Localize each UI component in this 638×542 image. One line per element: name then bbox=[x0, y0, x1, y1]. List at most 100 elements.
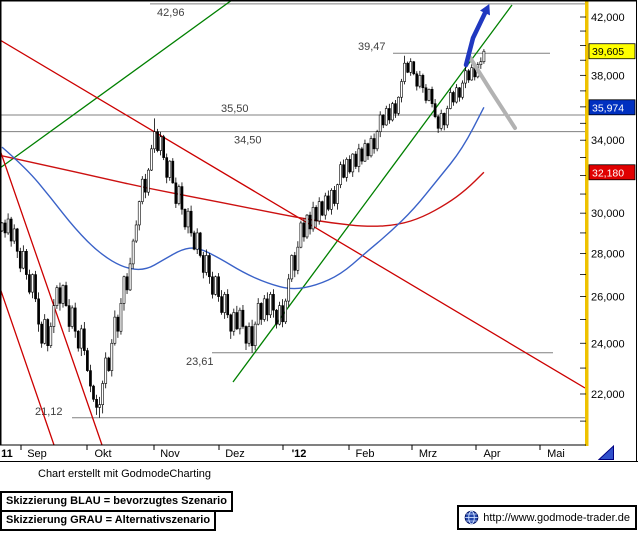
candle-body bbox=[433, 103, 437, 117]
x-axis: 11 Sep Okt Nov Dez '12 Feb Mrz Apr Mai bbox=[1, 445, 565, 460]
x-axis-label-Sep: Sep bbox=[27, 448, 47, 460]
candle-body bbox=[372, 138, 376, 150]
candle-body bbox=[256, 303, 260, 325]
source-url-box: http://www.godmode-trader.de bbox=[457, 505, 637, 530]
x-axis-label-Dez: Dez bbox=[225, 448, 245, 460]
scenario-legend-grey: Skizzierung GRAU = Alternativszenario bbox=[0, 510, 217, 531]
candle-body bbox=[296, 246, 300, 271]
candle-body bbox=[455, 87, 458, 103]
candle-body bbox=[244, 326, 248, 344]
y-axis: 42,000 38,000 34,000 30,000 28,000 26,000 24,0… bbox=[580, 12, 636, 422]
candle-body bbox=[43, 319, 47, 344]
candle-body bbox=[287, 278, 291, 302]
candle-body bbox=[445, 108, 449, 126]
scroll-right-button[interactable] bbox=[597, 444, 614, 460]
candle-body bbox=[293, 255, 297, 271]
candle-body bbox=[55, 287, 59, 306]
candle-body bbox=[83, 328, 86, 351]
candle-body bbox=[131, 240, 135, 265]
candle-body bbox=[366, 143, 370, 157]
candle-body bbox=[156, 131, 159, 151]
candle-body bbox=[336, 184, 339, 204]
scenario-blue-arrow bbox=[463, 10, 488, 68]
level-label-23,61: 23,61 bbox=[186, 356, 214, 368]
candle-body bbox=[339, 164, 342, 186]
candle-body bbox=[201, 255, 205, 273]
candle-body bbox=[330, 189, 333, 210]
candle-body bbox=[52, 305, 56, 327]
candle-body bbox=[430, 89, 434, 104]
candles-group bbox=[0, 49, 486, 418]
candle-body bbox=[302, 222, 306, 238]
x-axis-label-Feb: Feb bbox=[356, 448, 375, 460]
candle-body bbox=[281, 305, 284, 323]
candle-body bbox=[305, 214, 309, 238]
candle-body bbox=[458, 87, 461, 98]
candle-body bbox=[299, 222, 303, 248]
candle-body bbox=[37, 298, 40, 325]
candle-body bbox=[406, 62, 410, 73]
chart-frame bbox=[0, 0, 638, 462]
source-url[interactable]: http://www.godmode-trader.de bbox=[483, 511, 630, 524]
price-flag-label-blue-ma-value: 35,974 bbox=[592, 102, 624, 114]
candle-body bbox=[232, 312, 236, 332]
price-axis-strip bbox=[585, 0, 589, 446]
candle-body bbox=[238, 309, 242, 330]
candle-body bbox=[278, 305, 281, 325]
candle-body bbox=[342, 164, 345, 178]
candle-body bbox=[439, 113, 443, 129]
candle-body bbox=[64, 285, 68, 306]
candle-body bbox=[223, 294, 227, 313]
price-flag-blue-ma-value bbox=[588, 99, 636, 116]
candle-body bbox=[427, 89, 431, 101]
candle-body bbox=[384, 108, 388, 126]
scenario-legend-blue: Skizzierung BLAU = bevorzugtes Szenario bbox=[0, 491, 233, 512]
candle-body bbox=[415, 73, 419, 87]
candle-body bbox=[162, 136, 166, 158]
scenario-legend-blue-label: Skizzierung BLAU = bevorzugtes Szenario bbox=[6, 495, 227, 507]
candle-body bbox=[311, 207, 315, 230]
candle-body bbox=[226, 294, 230, 316]
candle-body bbox=[208, 255, 211, 278]
candle-body bbox=[92, 385, 95, 400]
candle-body bbox=[381, 114, 385, 126]
candle-body bbox=[128, 263, 132, 291]
candle-body bbox=[354, 153, 358, 167]
y-axis-label-26,000: 26,000 bbox=[591, 292, 625, 304]
candle-body bbox=[21, 251, 25, 269]
candle-body bbox=[253, 323, 257, 346]
level-label-21,12: 21,12 bbox=[35, 406, 63, 418]
y-axis-label-30,000: 30,000 bbox=[591, 208, 625, 220]
candle-body bbox=[229, 314, 233, 332]
trendlines-group bbox=[0, 0, 586, 446]
scenario-grey-line bbox=[467, 54, 517, 130]
candle-body bbox=[61, 285, 65, 304]
candle-body bbox=[360, 148, 364, 162]
candle-body bbox=[89, 370, 92, 387]
candle-body bbox=[247, 326, 251, 344]
candle-body bbox=[412, 61, 416, 75]
candle-body bbox=[403, 62, 406, 82]
level-label-42,96: 42,96 bbox=[157, 7, 185, 19]
candle-body bbox=[205, 255, 208, 273]
candle-body bbox=[134, 224, 138, 242]
candle-body bbox=[479, 61, 483, 66]
candle-body bbox=[25, 251, 28, 275]
candle-body bbox=[452, 92, 455, 103]
y-axis-label-24,000: 24,000 bbox=[591, 338, 625, 350]
candle-body bbox=[183, 208, 187, 228]
candle-body bbox=[67, 305, 71, 327]
trendline-green-longterm-support bbox=[0, 0, 233, 169]
candle-body bbox=[314, 207, 318, 222]
candle-body bbox=[119, 303, 123, 332]
candle-body bbox=[320, 201, 324, 216]
candle-body bbox=[195, 232, 199, 250]
candle-body bbox=[409, 61, 413, 73]
candle-body bbox=[391, 103, 394, 121]
candle-body bbox=[397, 96, 400, 114]
candle-body bbox=[107, 357, 111, 371]
candle-body bbox=[49, 326, 53, 346]
candle-body bbox=[214, 276, 217, 295]
candle-body bbox=[394, 103, 397, 114]
candle-body bbox=[363, 143, 367, 162]
